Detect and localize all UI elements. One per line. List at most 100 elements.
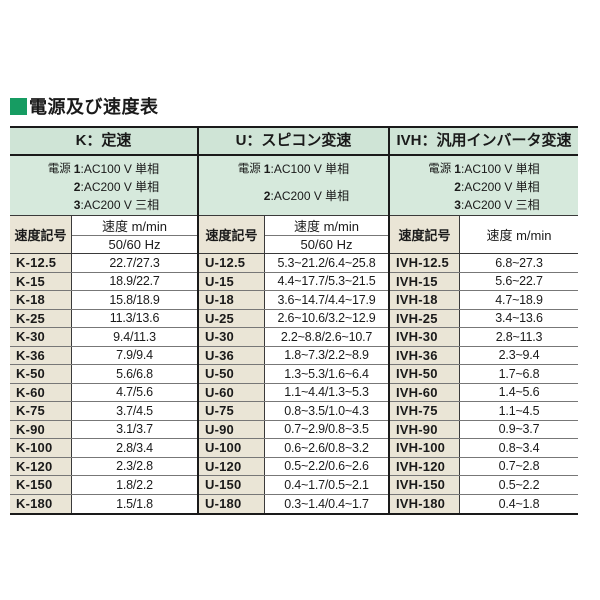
power-source-number: 3 [454, 198, 461, 212]
power-source-label [238, 188, 261, 215]
speed-symbol-cell: IVH-25 [390, 309, 460, 327]
speed-value-cell: 0.3~1.4/0.4~1.7 [265, 494, 388, 513]
speed-value-cell: 3.1/3.7 [72, 420, 197, 438]
power-source-number: 2 [454, 180, 461, 194]
speed-value-cell: 6.8~27.3 [460, 254, 578, 272]
speed-value-cell: 3.4~13.6 [460, 309, 578, 327]
speed-value-cell: 0.4~1.7/0.5~2.1 [265, 476, 388, 494]
table-row: K-120 2.3/2.8 [10, 457, 197, 476]
power-source-cell: 電源 1:AC100 V 単相 2:AC200 V 単相 3:AC200 V 三相 [390, 156, 578, 216]
power-source-voltage: :AC200 V 三相 [460, 198, 540, 212]
power-source-voltage: :AC100 V 単相 [460, 162, 540, 176]
table-row: U-75 0.8~3.5/1.0~4.3 [199, 402, 388, 421]
power-source-line: 1:AC100 V 単相 [74, 161, 159, 179]
power-speed-table: K：定速 電源 1:AC100 V 単相 2:AC200 V 単相 3:AC200 V … [10, 126, 578, 515]
table-row: K-50 5.6/6.8 [10, 365, 197, 384]
power-source-label: 電源 [47, 163, 71, 175]
table-row: IVH-100 0.8~3.4 [390, 439, 578, 458]
speed-symbol-cell: U-18 [199, 291, 265, 309]
power-source-voltage: :AC200 V 三相 [80, 198, 160, 212]
speed-value-cell: 2.8/3.4 [72, 439, 197, 457]
table-row: IVH-30 2.8~11.3 [390, 328, 578, 347]
power-source-label [428, 179, 451, 197]
speed-symbol-cell: IVH-90 [390, 420, 460, 438]
speed-symbol-cell: U-75 [199, 402, 265, 420]
table-row: IVH-120 0.7~2.8 [390, 457, 578, 476]
power-source-number: 2 [263, 189, 271, 203]
speed-symbol-cell: U-30 [199, 328, 265, 346]
speed-value-cell: 2.3/2.8 [72, 457, 197, 475]
power-source-lines: 電源 1:AC100 V 単相 2:AC200 V 単相 3:AC200 V 三相 [48, 161, 159, 215]
speed-value-cell: 3.6~14.7/4.4~17.9 [265, 291, 388, 309]
power-source-lines: 電源 1:AC100 V 単相 2:AC200 V 単相 [238, 161, 349, 215]
power-source-lines: 電源 1:AC100 V 単相 2:AC200 V 単相 3:AC200 V 三相 [428, 161, 539, 215]
speed-value-cell: 1.8/2.2 [72, 476, 197, 494]
table-row: K-36 7.9/9.4 [10, 346, 197, 365]
power-source-line: 1:AC100 V 単相 [264, 161, 349, 188]
speed-symbol-cell: U-25 [199, 309, 265, 327]
power-source-label: 電源 [237, 163, 261, 175]
speed-value-cell: 11.3/13.6 [72, 309, 197, 327]
speed-symbol-cell: IVH-75 [390, 402, 460, 420]
speed-value-cell: 0.7~2.9/0.8~3.5 [265, 420, 388, 438]
speed-symbol-cell: IVH-100 [390, 439, 460, 457]
table-row: K-150 1.8/2.2 [10, 476, 197, 495]
speed-symbol-cell: K-75 [10, 402, 72, 420]
power-source-number: 1 [454, 162, 461, 176]
title-square-icon [10, 97, 27, 115]
table-row: U-60 1.1~4.4/1.3~5.3 [199, 383, 388, 402]
speed-value-cell: 1.4~5.6 [460, 383, 578, 401]
symbol-header-cell: 速度記号 [390, 216, 460, 253]
speed-value-cell: 0.7~2.8 [460, 457, 578, 475]
speed-symbol-cell: K-180 [10, 494, 72, 513]
page-title: 電源及び速度表 [10, 93, 159, 119]
speed-symbol-cell: IVH-15 [390, 272, 460, 290]
symbol-header-cell: 速度記号 [10, 216, 72, 253]
speed-value-cell: 1.8~7.3/2.2~8.9 [265, 346, 388, 364]
speed-symbol-cell: IVH-12.5 [390, 254, 460, 272]
table-row: IVH-18 4.7~18.9 [390, 291, 578, 310]
speed-symbol-cell: K-25 [10, 309, 72, 327]
speed-symbol-cell: IVH-50 [390, 365, 460, 383]
speed-value-cell: 4.4~17.7/5.3~21.5 [265, 272, 388, 290]
speed-value-cell: 0.8~3.5/1.0~4.3 [265, 402, 388, 420]
speed-group-column: U：スピコン変速 電源 1:AC100 V 単相 2:AC200 V 単相 速度記号 速度… [197, 128, 388, 513]
table-row: IVH-60 1.4~5.6 [390, 383, 578, 402]
table-row: IVH-75 1.1~4.5 [390, 402, 578, 421]
power-source-label: 電源 [428, 163, 452, 175]
speed-symbol-cell: U-180 [199, 494, 265, 513]
column-subheader: 速度記号 速度 m/min 50/60 Hz [199, 216, 388, 254]
speed-value-cell: 2.8~11.3 [460, 328, 578, 346]
power-source-voltage: :AC200 V 単相 [270, 189, 350, 203]
speed-value-cell: 0.9~3.7 [460, 420, 578, 438]
speed-symbol-cell: IVH-150 [390, 476, 460, 494]
speed-value-cell: 0.6~2.6/0.8~3.2 [265, 439, 388, 457]
speed-symbol-cell: IVH-120 [390, 457, 460, 475]
table-row: K-90 3.1/3.7 [10, 420, 197, 439]
table-row: U-120 0.5~2.2/0.6~2.6 [199, 457, 388, 476]
column-subheader: 速度記号 速度 m/min [390, 216, 578, 254]
speed-value-cell: 0.5~2.2/0.6~2.6 [265, 457, 388, 475]
speed-header-cell: 速度 m/min [460, 216, 578, 253]
speed-symbol-cell: K-50 [10, 365, 72, 383]
table-row: IVH-50 1.7~6.8 [390, 365, 578, 384]
power-source-cell: 電源 1:AC100 V 単相 2:AC200 V 単相 [199, 156, 388, 216]
speed-group-column: IVH：汎用インバータ変速 電源 1:AC100 V 単相 2:AC200 V 単相 3… [388, 128, 578, 513]
table-row: U-50 1.3~5.3/1.6~6.4 [199, 365, 388, 384]
speed-symbol-cell: K-90 [10, 420, 72, 438]
speed-symbol-cell: U-120 [199, 457, 265, 475]
power-source-line: 1:AC100 V 単相 [454, 161, 539, 179]
power-source-voltage: :AC100 V 単相 [80, 162, 160, 176]
table-row: IVH-36 2.3~9.4 [390, 346, 578, 365]
hz-header: 50/60 Hz [300, 237, 353, 252]
table-row: K-60 4.7/5.6 [10, 383, 197, 402]
speed-value-cell: 1.3~5.3/1.6~6.4 [265, 365, 388, 383]
table-row: U-15 4.4~17.7/5.3~21.5 [199, 272, 388, 291]
speed-value-cell: 5.6/6.8 [72, 365, 197, 383]
power-source-voltage: :AC200 V 単相 [80, 180, 160, 194]
speed-symbol-cell: K-18 [10, 291, 72, 309]
speed-symbol-cell: IVH-36 [390, 346, 460, 364]
speed-symbol-cell: U-150 [199, 476, 265, 494]
speed-symbol-cell: K-60 [10, 383, 72, 401]
table-row: U-150 0.4~1.7/0.5~2.1 [199, 476, 388, 495]
